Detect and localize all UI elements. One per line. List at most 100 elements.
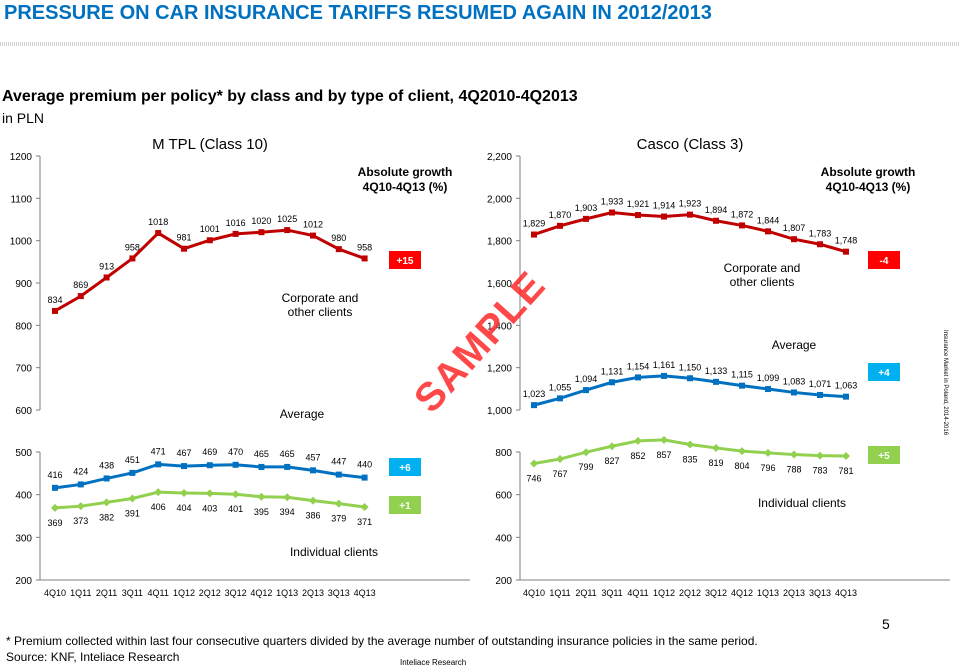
average-point (739, 382, 745, 389)
corporate-data-label: 1,903 (575, 203, 598, 213)
individual-point (842, 452, 850, 461)
corporate-data-label: 1,872 (731, 209, 754, 219)
corporate-point (713, 217, 719, 224)
average-data-label: 465 (280, 449, 295, 459)
corporate-data-label: 1,829 (523, 219, 546, 229)
y-tick-label: 1,000 (487, 406, 512, 417)
y-tick-label: 1200 (10, 152, 33, 163)
individual-point (556, 455, 564, 464)
average-data-label: 416 (47, 470, 62, 480)
corporate-data-label: 1,921 (627, 199, 650, 209)
average-point (77, 481, 84, 488)
corporate-point (284, 227, 291, 234)
corporate-data-label: 834 (47, 295, 62, 305)
y-tick-label: 200 (495, 576, 512, 587)
corporate-point (335, 246, 342, 253)
individual-data-label: 799 (578, 462, 593, 472)
unit-label: in PLN (2, 110, 45, 126)
corporate-point (609, 209, 615, 216)
average-series-label: Average (280, 407, 325, 421)
footnote: * Premium collected within last four con… (6, 634, 758, 648)
corporate-point (181, 245, 187, 252)
average-point (310, 467, 316, 474)
average-point (687, 375, 693, 382)
individual-point (128, 494, 137, 503)
x-tick-label: 2Q13 (783, 588, 805, 598)
corporate-data-label: 1020 (251, 216, 271, 226)
individual-data-label: 391 (125, 509, 140, 519)
individual-data-label: 796 (760, 463, 775, 473)
average-data-label: 451 (125, 455, 140, 465)
individual-point (334, 499, 343, 508)
average-data-label: 1,071 (809, 379, 832, 389)
corporate-point (765, 228, 771, 235)
corporate-point (103, 274, 110, 281)
average-point (583, 387, 589, 394)
individual-data-label: 819 (708, 458, 723, 468)
average-data-label: 438 (99, 460, 114, 470)
individual-data-label: 783 (812, 466, 827, 476)
average-data-label: 1,150 (679, 362, 702, 372)
individual-growth-badge: +5 (878, 451, 890, 462)
corporate-series-label: Corporate and (724, 261, 801, 275)
individual-point (257, 492, 266, 501)
individual-point (51, 503, 59, 512)
average-point (713, 378, 719, 385)
x-tick-label: 3Q13 (809, 588, 831, 598)
individual-data-label: 369 (47, 518, 62, 528)
average-point (181, 463, 187, 470)
individual-data-label: 406 (151, 502, 166, 512)
individual-point (530, 459, 538, 468)
average-point (103, 475, 110, 482)
average-point (817, 391, 823, 398)
individual-series-label: Individual clients (758, 496, 846, 510)
average-growth-badge-box (389, 458, 421, 476)
source-note: Source: KNF, Inteliace Research (6, 650, 180, 664)
y-tick-label: 500 (15, 448, 32, 459)
individual-data-label: 395 (254, 507, 269, 517)
average-point (765, 386, 771, 393)
individual-point (231, 490, 240, 499)
corporate-data-label: 1025 (277, 214, 297, 224)
side-note: Insurance Market in Poland, 2014-2016 (942, 330, 948, 436)
y-tick-label: 1100 (10, 194, 32, 205)
individual-data-label: 835 (682, 455, 697, 465)
individual-point (76, 502, 85, 511)
individual-point (608, 442, 616, 451)
growth-header-period: 4Q10-4Q13 (%) (826, 180, 911, 194)
title-divider (0, 42, 960, 46)
x-tick-label: 3Q12 (705, 588, 727, 598)
y-tick-label: 400 (495, 533, 512, 544)
x-tick-label: 4Q13 (354, 588, 376, 598)
individual-data-label: 767 (552, 469, 567, 479)
corporate-point (52, 307, 58, 314)
individual-data-label: 746 (526, 474, 541, 484)
x-tick-label: 1Q11 (70, 588, 91, 598)
page-title: PRESSURE ON CAR INSURANCE TARIFFS RESUME… (4, 2, 712, 24)
x-tick-label: 4Q10 (44, 588, 66, 598)
average-data-label: 1,023 (523, 389, 546, 399)
corporate-point (77, 293, 84, 300)
average-data-label: 1,161 (653, 360, 676, 370)
y-tick-label: 800 (495, 448, 512, 459)
average-point (791, 389, 797, 396)
y-tick-label: 2,200 (487, 152, 512, 163)
x-tick-label: 3Q11 (601, 588, 622, 598)
corporate-point (791, 236, 797, 243)
average-point (258, 463, 265, 470)
corporate-point (531, 231, 537, 238)
individual-point (180, 488, 188, 497)
x-tick-label: 2Q13 (302, 588, 324, 598)
corporate-growth-badge-box (868, 251, 900, 269)
x-tick-label: 4Q10 (523, 588, 545, 598)
corporate-data-label: 1,933 (601, 197, 624, 207)
corporate-data-label: 1,870 (549, 210, 572, 220)
individual-point (154, 488, 163, 497)
individual-point (309, 496, 317, 505)
individual-point (660, 435, 668, 444)
panel-title: M TPL (Class 10) (152, 136, 268, 153)
individual-point (102, 498, 111, 507)
individual-data-label: 373 (73, 516, 88, 526)
average-point (232, 461, 239, 468)
x-tick-label: 4Q11 (148, 588, 169, 598)
